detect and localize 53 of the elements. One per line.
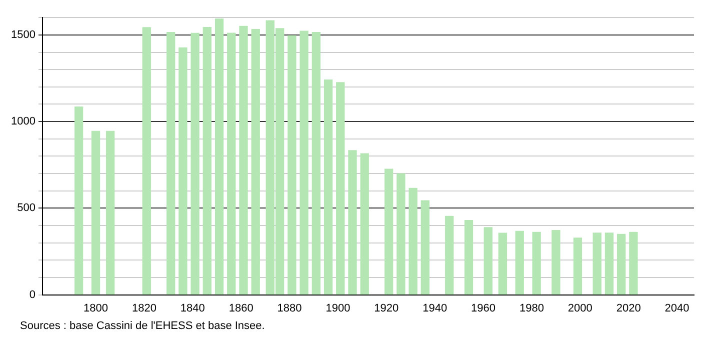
x-tick-label: 1940 xyxy=(422,302,448,314)
bar xyxy=(324,79,333,295)
x-tick-label: 1820 xyxy=(132,302,156,314)
source-note: Sources : base Cassini de l'EHESS et base Insee. xyxy=(19,320,266,332)
x-tick-label: 2040 xyxy=(664,302,690,314)
bar xyxy=(552,230,560,295)
bar xyxy=(190,32,200,295)
bar xyxy=(251,29,260,295)
y-tick-label: 0 xyxy=(29,288,36,301)
x-tick-label: 1860 xyxy=(228,302,254,314)
bar xyxy=(239,26,248,295)
bar xyxy=(464,220,474,295)
bar xyxy=(592,232,602,295)
x-tick-label: 1840 xyxy=(180,302,205,314)
bar xyxy=(202,26,212,295)
bar xyxy=(106,130,115,295)
x-tick-label: 1920 xyxy=(374,302,399,314)
bar xyxy=(498,232,507,295)
bar xyxy=(300,30,308,295)
bar xyxy=(360,153,369,295)
bar xyxy=(408,188,418,295)
bar xyxy=(617,234,626,295)
bar xyxy=(178,47,188,295)
bar xyxy=(420,200,430,295)
y-tick-label: 1000 xyxy=(10,116,36,128)
x-tick-label: 1880 xyxy=(277,302,302,314)
bar xyxy=(396,173,406,295)
bar xyxy=(348,150,357,295)
x-tick-label: 1980 xyxy=(519,302,544,314)
bar xyxy=(227,32,236,295)
bar xyxy=(604,232,614,295)
x-tick-label: 2000 xyxy=(568,302,592,314)
bar xyxy=(166,32,176,295)
bar xyxy=(384,168,394,295)
bar xyxy=(532,232,541,295)
y-tick-label: 1500 xyxy=(10,28,36,41)
bar xyxy=(288,35,296,295)
bar xyxy=(214,18,224,295)
bar xyxy=(484,227,492,295)
x-tick-label: 1960 xyxy=(471,302,496,314)
x-tick-label: 1800 xyxy=(84,302,108,314)
bar xyxy=(91,130,100,295)
y-tick-label: 500 xyxy=(17,202,36,214)
bar xyxy=(445,216,454,295)
bar xyxy=(573,238,582,295)
x-tick-label: 2020 xyxy=(616,302,641,314)
bar xyxy=(336,82,345,295)
x-tick-label: 1900 xyxy=(326,302,350,314)
bar xyxy=(312,32,320,295)
bar xyxy=(515,230,524,295)
bar xyxy=(142,27,151,295)
bar xyxy=(74,106,84,295)
bar xyxy=(629,232,638,295)
